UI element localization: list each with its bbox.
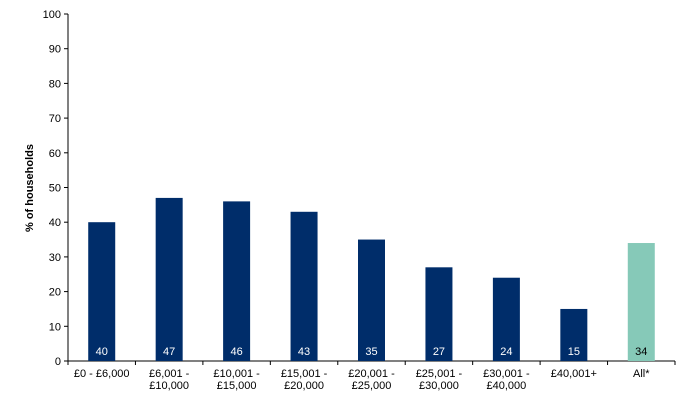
y-tick-label: 50 [49,183,61,195]
data-label: 35 [365,346,377,358]
bar [425,267,453,361]
x-tick-label: £25,001 - [416,368,463,380]
data-label: 24 [500,346,512,358]
x-tick-label: £25,000 [352,380,392,392]
x-tick-label: £20,000 [284,380,324,392]
bar [492,277,520,361]
x-tick-labels: £0 - £6,000 £6,001 -£10,000£10,001 -£15,0… [74,368,650,392]
data-label: 27 [433,346,445,358]
data-label: 47 [163,346,175,358]
y-axis: 0 10 20 30 40 50 60 70 80 90 100 [43,9,69,368]
data-labels: 40 47 46 43 35 27 24 15 34 [96,346,648,358]
x-axis [67,360,676,365]
y-tick-label: 0 [55,356,61,368]
y-tick-label: 90 [49,44,61,56]
data-label: 34 [635,346,647,358]
bar [223,201,251,361]
bar [155,197,183,361]
y-tick-label: 10 [49,321,61,333]
x-tick-label: £15,000 [217,380,257,392]
x-tick-label: £40,000 [487,380,527,392]
y-tick-label: 40 [49,217,61,229]
x-tick-label: £30,000 [419,380,459,392]
data-label: 40 [96,346,108,358]
y-tick-label: 100 [43,9,61,21]
x-tick-label: £20,001 - [348,368,395,380]
x-tick-label: £10,001 - [213,368,260,380]
y-tick-label: 20 [49,287,61,299]
x-tick-label: £6,001 - [149,368,190,380]
bar [290,211,318,361]
x-tick-label: £30,001 - [483,368,530,380]
x-tick-label: All* [633,368,650,380]
bar [358,239,385,361]
x-tick-label: £0 - £6,000 [74,368,130,380]
data-label: 43 [298,346,310,358]
x-tick-label: £10,000 [149,380,189,392]
x-tick-label: £40,001+ [551,368,597,380]
y-tick-label: 70 [49,113,61,125]
bars [88,197,655,361]
bar [88,222,116,361]
y-tick-label: 30 [49,252,61,264]
bar [627,243,655,361]
y-tick-label: 60 [49,148,61,160]
y-tick-label: 80 [49,78,61,90]
data-label: 15 [568,346,580,358]
y-axis-title: % of households [24,144,36,232]
data-label: 46 [230,346,242,358]
x-tick-label: £15,001 - [281,368,328,380]
bar [560,308,588,361]
